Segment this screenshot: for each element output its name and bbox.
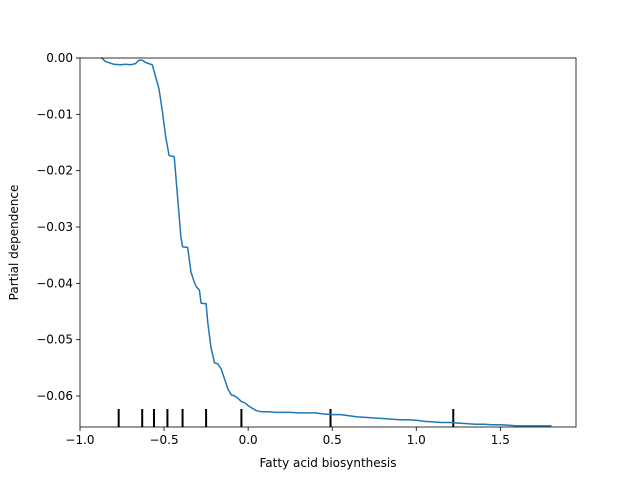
partial-dependence-line xyxy=(100,56,552,427)
y-axis: 0.00 −0.01 −0.02 −0.03 −0.04 −0.05 −0.06 xyxy=(36,51,80,403)
y-tick-label: −0.04 xyxy=(36,276,73,290)
x-axis: −1.0 −0.5 0.0 0.5 1.0 1.5 xyxy=(65,427,510,447)
y-tick-label: −0.05 xyxy=(36,333,73,347)
y-tick-label: 0.00 xyxy=(46,51,73,65)
y-tick-label: −0.02 xyxy=(36,164,73,178)
x-tick-label: −1.0 xyxy=(65,433,94,447)
x-tick-label: 0.5 xyxy=(323,433,342,447)
y-tick-label: −0.01 xyxy=(36,107,73,121)
plot-area xyxy=(100,56,552,427)
x-tick-label: 0.0 xyxy=(239,433,258,447)
x-axis-label: Fatty acid biosynthesis xyxy=(260,456,397,470)
x-tick-label: 1.5 xyxy=(491,433,510,447)
y-tick-label: −0.06 xyxy=(36,389,73,403)
x-tick-label: −0.5 xyxy=(149,433,178,447)
y-tick-label: −0.03 xyxy=(36,220,73,234)
decile-rug xyxy=(117,409,455,427)
y-axis-label: Partial dependence xyxy=(7,185,21,301)
axes-frame xyxy=(79,57,577,428)
x-tick-label: 1.0 xyxy=(407,433,426,447)
